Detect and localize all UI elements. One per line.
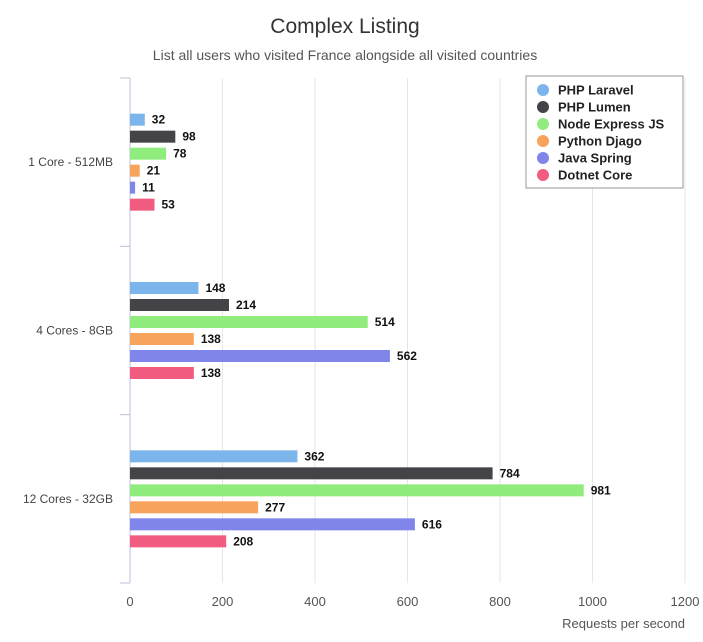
data-label: 138: [201, 366, 221, 380]
bar: [130, 130, 176, 143]
category-labels: 1 Core - 512MB 4 Cores - 8GB 12 Cores - 32…: [23, 155, 113, 506]
legend-item-label: Python Djago: [558, 134, 642, 149]
legend-box: [525, 75, 684, 189]
data-label: 138: [201, 332, 221, 346]
bar: [130, 484, 584, 497]
bar: [130, 501, 259, 514]
bar: [130, 535, 227, 548]
axes: [120, 77, 131, 584]
data-label: 616: [422, 517, 442, 531]
data-label: 148: [205, 281, 225, 295]
bar: [130, 518, 415, 531]
data-label: 11: [142, 181, 155, 195]
data-label: 208: [233, 534, 253, 548]
data-label: 21: [147, 164, 161, 178]
category-label: 4 Cores - 8GB: [36, 324, 113, 338]
data-label: 981: [591, 483, 611, 497]
legend-item-label: Java Spring: [558, 151, 632, 166]
legend-marker: [537, 169, 549, 181]
chart-title: Complex Listing: [270, 15, 419, 38]
data-label: 214: [236, 298, 256, 312]
bar: [130, 181, 136, 194]
data-label: 32: [152, 113, 166, 127]
x-tick-label: 400: [304, 594, 326, 609]
bar: [130, 316, 368, 328]
legend-marker: [537, 118, 549, 130]
chart-subtitle: List all users who visited France alongs…: [153, 47, 537, 63]
data-label: 562: [397, 349, 417, 363]
data-label: 362: [304, 449, 324, 463]
data-labels: 32 98 78 21 11 53 148 214 514 138 562 138 362 784 981 2…: [142, 113, 611, 549]
legend-marker: [537, 135, 549, 147]
data-label: 277: [265, 500, 285, 514]
category-label: 12 Cores - 32GB: [23, 492, 113, 506]
legend: PHP Laravel PHP Lumen Node Express JS Pytho…: [525, 75, 684, 189]
tick-labels: 0 200 400 600 800 1000 1200: [126, 594, 699, 609]
x-tick-label: 1000: [578, 594, 607, 609]
bar: [130, 350, 390, 362]
bar: [130, 282, 199, 294]
bar: [130, 333, 194, 345]
data-label: 514: [375, 315, 395, 329]
x-tick-label: 200: [212, 594, 234, 609]
legend-marker: [537, 101, 549, 113]
bars: [130, 113, 584, 548]
bar: [130, 367, 194, 379]
bar: [130, 467, 493, 480]
data-label: 98: [182, 130, 196, 144]
legend-item-label: PHP Laravel: [558, 83, 634, 98]
bar: [130, 147, 167, 160]
x-tick-label: 600: [397, 594, 419, 609]
x-tick-label: 800: [489, 594, 511, 609]
legend-item-label: Node Express JS: [558, 117, 665, 132]
legend-item-label: Dotnet Core: [558, 168, 632, 183]
x-tick-label: 0: [126, 594, 133, 609]
data-label: 53: [162, 198, 176, 212]
x-axis-title: Requests per second: [562, 616, 685, 631]
x-tick-label: 1200: [671, 594, 700, 609]
data-label: 78: [173, 147, 187, 161]
bar: [130, 450, 298, 463]
legend-item-label: PHP Lumen: [558, 100, 631, 115]
bar: [130, 198, 155, 211]
category-label: 1 Core - 512MB: [28, 155, 113, 169]
bar: [130, 164, 140, 177]
legend-marker: [537, 84, 549, 96]
bar: [130, 299, 229, 311]
data-label: 784: [500, 466, 520, 480]
legend-marker: [537, 152, 549, 164]
bar: [130, 113, 145, 126]
